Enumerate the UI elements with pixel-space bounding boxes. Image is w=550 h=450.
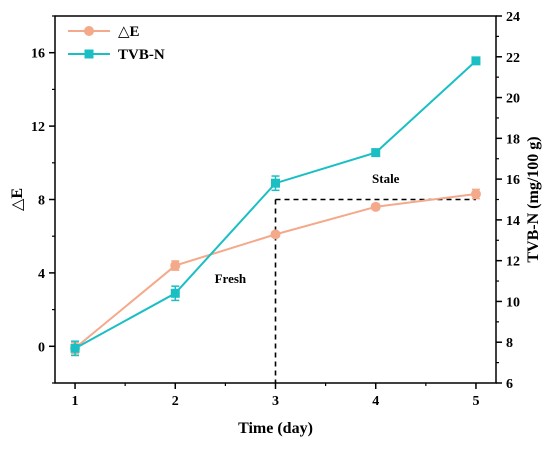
series-group bbox=[70, 56, 481, 357]
right-y-tick-label-8: 8 bbox=[506, 336, 513, 351]
left-y-axis-title: △E bbox=[9, 188, 26, 211]
right-y-tick-label-18: 18 bbox=[506, 132, 520, 147]
series-line-0 bbox=[74, 193, 477, 349]
annotation-stale: Stale bbox=[372, 171, 400, 186]
data-point bbox=[271, 178, 280, 188]
data-point bbox=[70, 343, 80, 353]
right-y-tick-label-20: 20 bbox=[506, 92, 520, 107]
right-y-tick-label-6: 6 bbox=[506, 377, 513, 392]
right-y-tick-label-14: 14 bbox=[506, 214, 520, 229]
right-y-tick-label-10: 10 bbox=[506, 295, 520, 310]
annotations-group: Fresh Stale bbox=[215, 171, 400, 286]
x-tick-label-1: 1 bbox=[72, 394, 79, 409]
data-point bbox=[470, 188, 481, 199]
right-y-tick-label-16: 16 bbox=[506, 173, 520, 188]
legend-marker-1 bbox=[84, 49, 94, 59]
legend: △E TVB-N bbox=[68, 24, 165, 63]
legend-label-1: TVB-N bbox=[118, 47, 165, 63]
data-point bbox=[170, 288, 180, 298]
left-y-tick-label-8: 8 bbox=[38, 194, 45, 209]
legend-marker-0 bbox=[84, 26, 94, 36]
data-point bbox=[471, 56, 481, 66]
legend-label-0: △E bbox=[118, 24, 140, 40]
right-y-tick-label-22: 22 bbox=[506, 51, 520, 66]
data-point bbox=[371, 148, 381, 158]
x-tick-label-5: 5 bbox=[472, 394, 479, 409]
right-y-tick-label-12: 12 bbox=[506, 255, 520, 270]
data-point bbox=[370, 201, 381, 212]
right-y-tick-label-24: 24 bbox=[506, 10, 520, 25]
data-point bbox=[170, 260, 181, 271]
series-line-1 bbox=[74, 60, 477, 350]
x-tick-label-3: 3 bbox=[272, 394, 279, 409]
annotation-fresh: Fresh bbox=[215, 271, 247, 286]
x-tick-label-2: 2 bbox=[172, 394, 179, 409]
right-y-axis-title: TVB-N (mg/100 g) bbox=[525, 136, 542, 262]
data-point bbox=[270, 229, 281, 240]
left-y-tick-label-0: 0 bbox=[38, 340, 45, 355]
x-tick-label-4: 4 bbox=[372, 394, 379, 409]
left-y-tick-label-12: 12 bbox=[31, 120, 45, 135]
x-axis-title: Time (day) bbox=[238, 420, 313, 437]
left-y-tick-label-16: 16 bbox=[31, 47, 45, 62]
left-y-tick-label-4: 4 bbox=[38, 267, 45, 282]
